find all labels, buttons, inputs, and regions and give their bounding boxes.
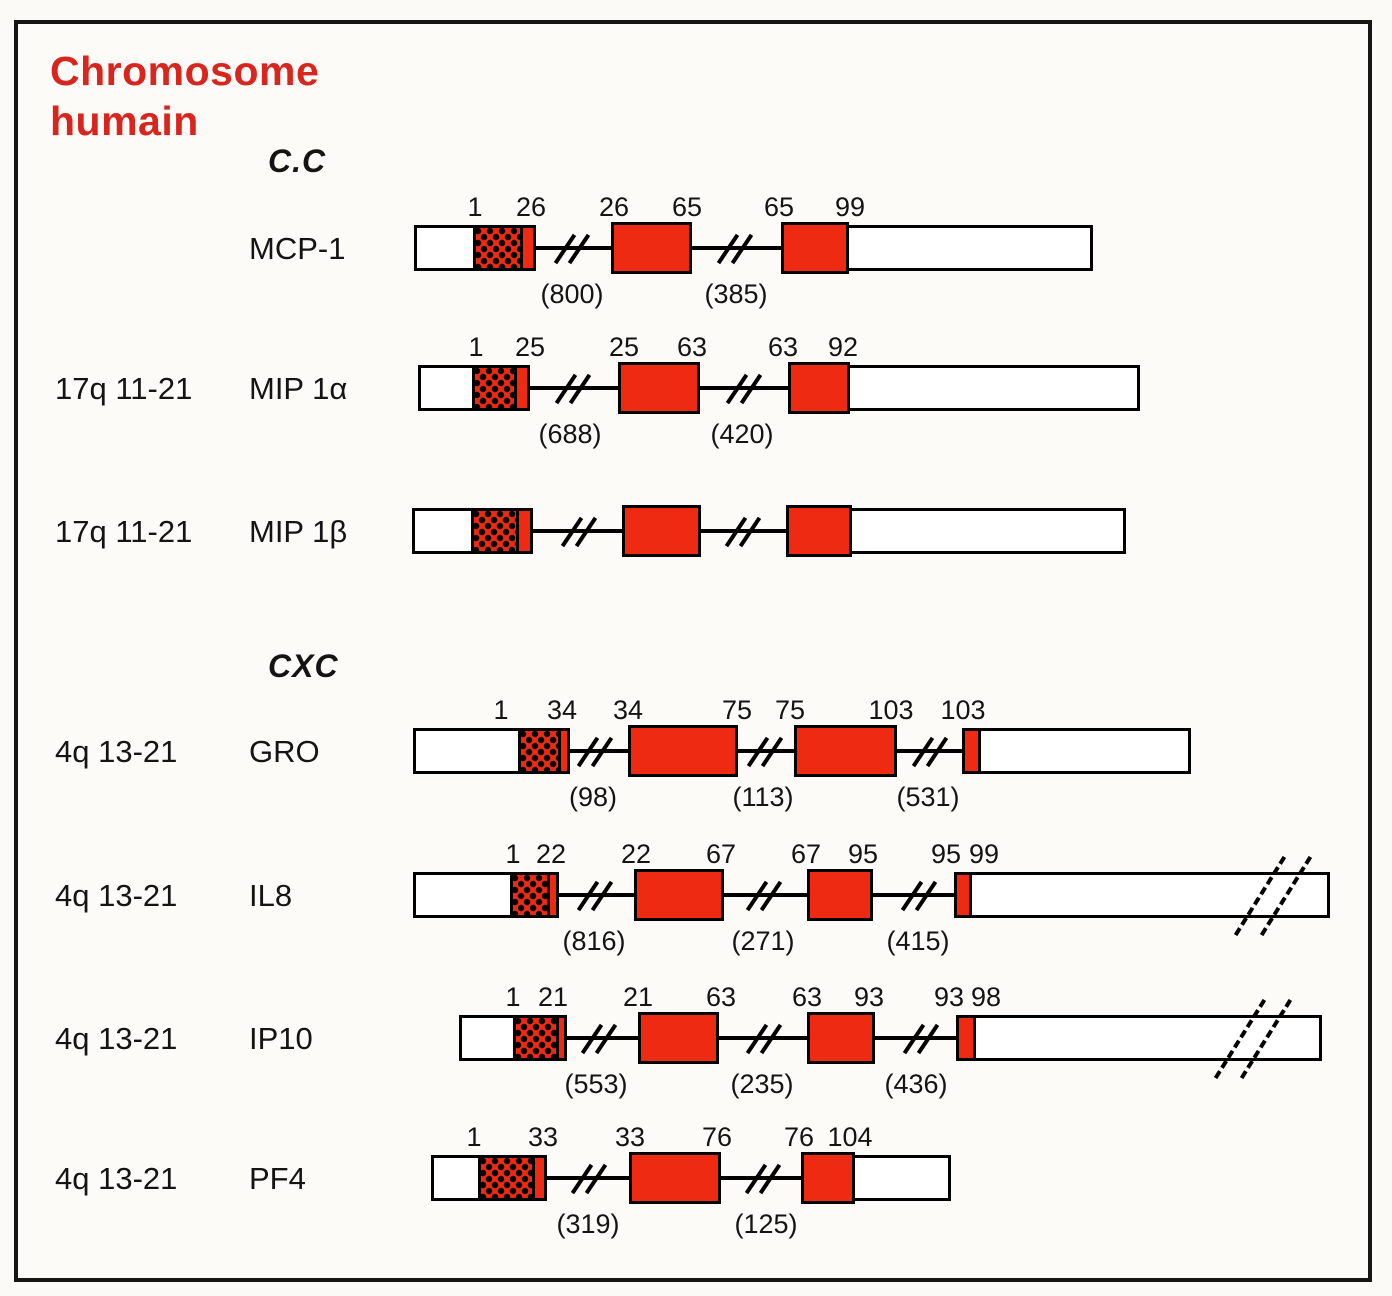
figure-title: Chromosome humain xyxy=(50,46,319,146)
family-label-cc: C.C xyxy=(268,143,327,179)
figure-title-line2: humain xyxy=(50,98,199,144)
figure-title-line1: Chromosome xyxy=(50,48,320,94)
family-label-cxc: CXC xyxy=(268,648,339,684)
figure-frame xyxy=(14,20,1372,1282)
